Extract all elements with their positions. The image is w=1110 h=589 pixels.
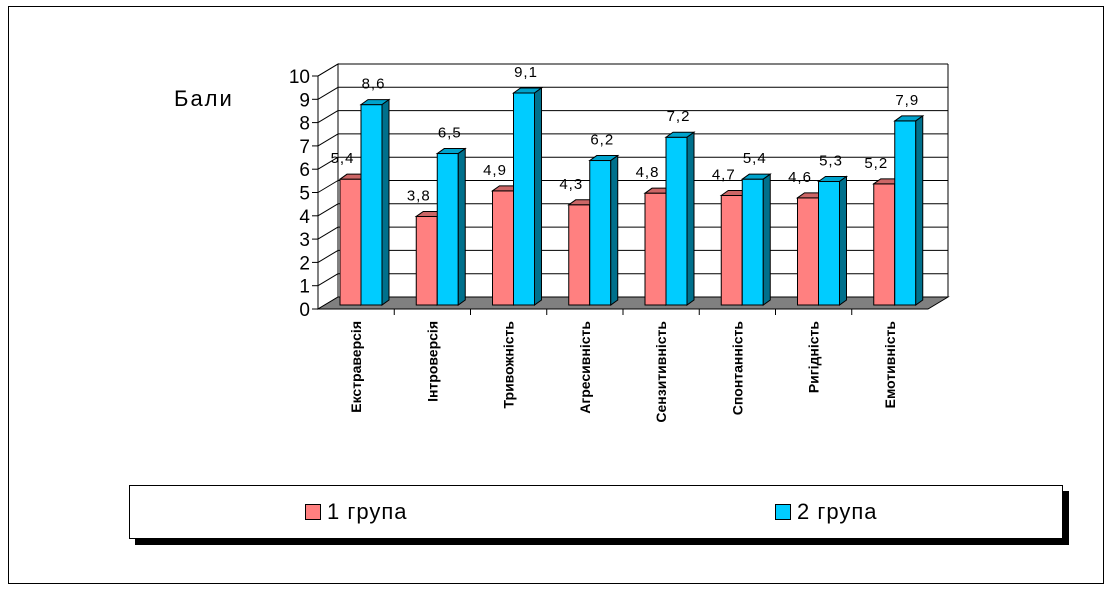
bar-front [873, 183, 896, 306]
bar-side [610, 154, 619, 306]
y-tick-label: 4 [299, 207, 310, 228]
gridline-diagonal [317, 156, 339, 170]
gridline-diagonal [317, 180, 339, 193]
y-tick-label: 8 [299, 114, 310, 135]
gridline-diagonal [317, 273, 339, 287]
bar-front [492, 190, 514, 306]
data-label: 5,2 [864, 155, 888, 172]
bar-side [762, 173, 771, 306]
y-tick-label: 3 [299, 230, 310, 251]
bar-front [436, 153, 459, 306]
bar-front [741, 178, 764, 306]
data-label: 7,2 [667, 108, 691, 125]
bar-side [534, 86, 542, 306]
x-tick-label: Тривожність [501, 321, 517, 409]
data-label: 4,9 [483, 162, 507, 179]
legend-item-group-1: 1 група [305, 499, 408, 525]
data-label: 4,8 [636, 164, 660, 181]
data-label: 9,1 [514, 64, 538, 81]
x-tick-label: Інтроверсія [424, 321, 440, 402]
y-tick-label: 9 [299, 90, 310, 111]
y-tick-label: 6 [299, 160, 310, 181]
legend-label-group-2: 2 група [797, 499, 878, 524]
legend-label-group-1: 1 група [327, 499, 408, 524]
data-label: 4,7 [712, 166, 736, 183]
data-label: 5,4 [743, 150, 767, 167]
legend-swatch-group-2 [775, 504, 791, 520]
bar-front [797, 197, 819, 306]
data-label: 5,3 [819, 153, 843, 170]
x-tick-label: Ригідність [806, 321, 822, 394]
data-label: 7,9 [895, 92, 919, 109]
y-tick-label: 5 [299, 184, 310, 205]
bar-front [720, 194, 743, 306]
x-tick-label: Екстраверсія [348, 321, 364, 413]
gridline-diagonal [317, 86, 339, 100]
bar-front [339, 178, 362, 306]
data-label: 6,5 [438, 125, 462, 142]
bar-side [839, 175, 847, 306]
y-tick-label: 7 [299, 137, 310, 158]
bar-side [915, 114, 924, 306]
data-label: 8,6 [362, 76, 386, 93]
bar-front [894, 120, 917, 306]
y-axis-label: Бали [174, 86, 234, 111]
x-tick-label: Емотивність [882, 321, 898, 409]
bar-side [686, 131, 695, 306]
legend: 1 група 2 група [129, 485, 1063, 539]
bar-front [568, 204, 591, 306]
data-label: 6,2 [590, 132, 614, 149]
bar-front [644, 192, 667, 306]
data-label: 3,8 [407, 187, 431, 204]
x-tick-label: Спонтанність [729, 321, 745, 416]
legend-item-group-2: 2 група [775, 499, 878, 525]
bar-front [665, 136, 688, 306]
chart-floor [316, 296, 950, 310]
bar-front [818, 181, 840, 306]
bar-front [589, 160, 612, 306]
bar-front [360, 104, 383, 306]
legend-swatch-group-1 [305, 504, 321, 520]
data-label: 5,4 [331, 150, 355, 167]
y-tick-label: 2 [299, 253, 310, 274]
gridline-diagonal [317, 226, 339, 240]
x-tick-label: Агресивність [577, 321, 593, 414]
bar-front [415, 215, 438, 306]
gridline-diagonal [317, 203, 339, 217]
bar-side [381, 98, 390, 306]
gridline-diagonal [317, 110, 339, 124]
bar-side [457, 147, 466, 306]
gridline-diagonal [317, 63, 339, 77]
bar-front [513, 92, 535, 306]
y-tick-label: 10 [289, 67, 310, 88]
data-label: 4,3 [559, 176, 583, 193]
y-tick-label: 0 [299, 300, 310, 321]
data-label: 4,6 [788, 169, 812, 186]
gridline-diagonal [317, 133, 339, 147]
x-tick-label: Сензитивність [653, 321, 669, 423]
y-tick-label: 1 [299, 277, 310, 298]
gridline-diagonal [317, 249, 339, 263]
